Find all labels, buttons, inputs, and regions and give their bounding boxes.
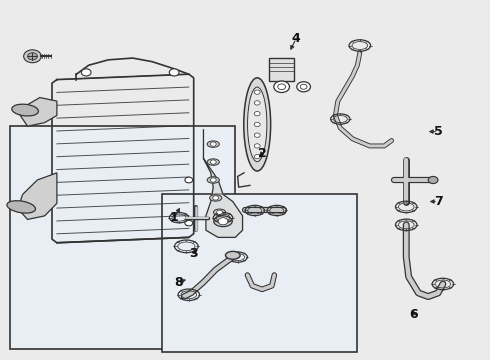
Bar: [10, 126, 235, 348]
Circle shape: [213, 196, 219, 200]
Circle shape: [254, 101, 260, 105]
Text: 8: 8: [175, 276, 183, 289]
Bar: [270, 58, 294, 81]
Circle shape: [218, 218, 228, 225]
Circle shape: [210, 178, 216, 182]
Circle shape: [217, 210, 222, 215]
Ellipse shape: [214, 216, 232, 226]
Bar: [162, 194, 357, 352]
Ellipse shape: [12, 104, 38, 116]
Ellipse shape: [225, 251, 240, 259]
Ellipse shape: [7, 201, 35, 213]
Ellipse shape: [207, 177, 220, 183]
Ellipse shape: [247, 87, 267, 162]
Ellipse shape: [244, 78, 270, 171]
Ellipse shape: [207, 159, 220, 165]
Circle shape: [274, 81, 290, 93]
Circle shape: [169, 69, 179, 76]
Circle shape: [254, 154, 260, 159]
Polygon shape: [203, 130, 243, 237]
Text: 1: 1: [170, 211, 178, 224]
Circle shape: [210, 142, 216, 146]
Circle shape: [278, 84, 286, 90]
Text: 3: 3: [189, 247, 198, 260]
Circle shape: [254, 133, 260, 137]
Circle shape: [185, 220, 193, 226]
Circle shape: [254, 144, 260, 148]
Circle shape: [254, 112, 260, 116]
Text: 2: 2: [258, 147, 267, 159]
Circle shape: [254, 122, 260, 127]
Text: 6: 6: [409, 308, 418, 321]
Circle shape: [185, 177, 193, 183]
Text: 4: 4: [292, 32, 301, 45]
Circle shape: [297, 82, 311, 92]
Circle shape: [254, 90, 260, 94]
Ellipse shape: [214, 209, 226, 216]
Text: 5: 5: [434, 125, 442, 138]
Text: 7: 7: [434, 195, 442, 208]
Ellipse shape: [207, 141, 220, 147]
Circle shape: [27, 53, 37, 60]
Circle shape: [81, 69, 91, 76]
Ellipse shape: [210, 195, 222, 201]
Circle shape: [210, 160, 216, 164]
Circle shape: [300, 84, 307, 89]
Polygon shape: [18, 173, 57, 220]
Circle shape: [428, 176, 438, 184]
Circle shape: [24, 50, 41, 63]
Polygon shape: [20, 98, 57, 126]
